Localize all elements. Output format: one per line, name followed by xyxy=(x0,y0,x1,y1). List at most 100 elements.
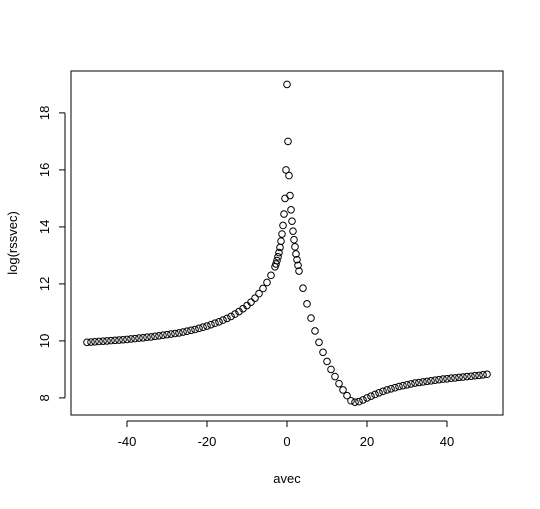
point xyxy=(155,331,163,340)
point xyxy=(179,328,187,336)
point xyxy=(285,171,293,180)
point xyxy=(463,372,471,381)
point xyxy=(135,334,143,342)
x-tick-label: 0 xyxy=(283,434,290,449)
point xyxy=(289,227,297,235)
point xyxy=(281,194,289,203)
point xyxy=(159,331,167,339)
point xyxy=(277,237,285,245)
point xyxy=(87,338,95,346)
point xyxy=(363,394,371,402)
point xyxy=(215,318,223,326)
point xyxy=(295,267,303,275)
point xyxy=(327,365,335,374)
point xyxy=(175,329,183,337)
y-tick-label: 10 xyxy=(37,334,52,348)
point xyxy=(203,322,211,330)
point xyxy=(147,333,155,341)
point xyxy=(247,298,255,306)
point xyxy=(367,392,375,400)
point xyxy=(151,332,159,341)
point xyxy=(283,80,291,89)
point xyxy=(273,256,281,265)
point xyxy=(451,374,459,382)
point xyxy=(274,253,282,261)
point xyxy=(339,386,347,394)
point xyxy=(167,330,175,338)
point xyxy=(187,326,195,335)
point xyxy=(83,338,91,347)
point xyxy=(343,391,351,400)
point xyxy=(323,357,331,366)
point xyxy=(475,371,483,380)
point xyxy=(455,373,463,382)
x-tick-label: 20 xyxy=(360,434,374,449)
point xyxy=(191,325,199,334)
point xyxy=(278,230,286,238)
y-axis-label: log(rssvec) xyxy=(5,211,20,275)
point xyxy=(423,377,431,386)
point xyxy=(199,323,207,332)
point xyxy=(91,337,99,346)
point xyxy=(335,379,343,388)
point xyxy=(391,383,399,392)
point xyxy=(259,284,267,293)
point xyxy=(459,373,467,381)
x-axis-label: avec xyxy=(273,471,301,486)
point xyxy=(479,371,487,379)
point xyxy=(415,378,423,387)
point xyxy=(399,381,407,390)
point xyxy=(280,210,288,218)
point xyxy=(403,380,411,389)
y-tick-label: 12 xyxy=(37,277,52,291)
point xyxy=(288,217,296,225)
point xyxy=(407,380,415,388)
x-tick-label: 40 xyxy=(440,434,454,449)
point xyxy=(95,337,103,346)
point xyxy=(171,329,179,338)
point xyxy=(359,396,367,404)
point xyxy=(211,319,219,328)
point xyxy=(123,335,131,344)
point xyxy=(383,386,391,394)
point xyxy=(315,338,323,347)
point xyxy=(293,255,301,264)
point xyxy=(439,375,447,383)
point xyxy=(127,335,135,343)
point xyxy=(379,387,387,396)
y-tick-label: 8 xyxy=(37,394,52,401)
point xyxy=(435,375,443,384)
point xyxy=(99,337,107,345)
point xyxy=(287,205,295,214)
point xyxy=(111,336,119,345)
point xyxy=(447,374,455,383)
point xyxy=(483,370,491,379)
point xyxy=(282,166,290,174)
x-tick-label: -40 xyxy=(118,434,137,449)
point xyxy=(163,330,171,339)
point xyxy=(419,378,427,386)
y-tick-label: 18 xyxy=(37,106,52,120)
point xyxy=(387,384,395,393)
point xyxy=(115,336,123,344)
point xyxy=(467,372,475,381)
point xyxy=(279,221,287,230)
point xyxy=(375,388,383,397)
point xyxy=(311,327,319,335)
point xyxy=(131,334,139,343)
point xyxy=(143,333,151,341)
point xyxy=(307,314,315,322)
plot-box xyxy=(70,70,504,416)
point xyxy=(251,294,259,302)
point xyxy=(275,248,283,257)
point xyxy=(351,398,359,406)
point xyxy=(347,396,355,405)
point xyxy=(331,372,339,381)
point xyxy=(267,271,275,280)
point xyxy=(195,324,203,333)
point xyxy=(427,376,435,385)
x-tick-label: -20 xyxy=(198,434,217,449)
point xyxy=(411,379,419,387)
y-tick-label: 14 xyxy=(37,220,52,234)
